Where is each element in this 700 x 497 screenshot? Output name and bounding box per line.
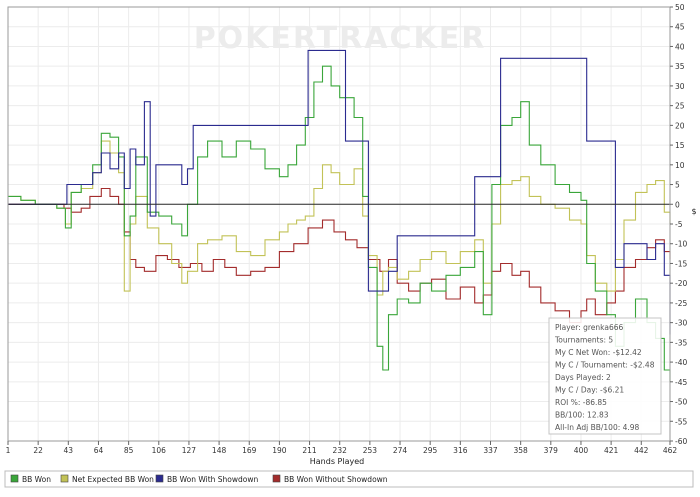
x-tick-label-85: 85 [124, 446, 134, 455]
info-days-played: Days Played: 2 [555, 373, 611, 382]
y-tick-label--30: -30 [675, 319, 687, 328]
y-tick-label--35: -35 [675, 338, 687, 347]
y-tick-label--15: -15 [675, 259, 687, 268]
y-tick-label--45: -45 [675, 378, 687, 387]
y-tick-label-45: 45 [675, 23, 685, 32]
stats-info-box: Player: grenka666 Tournaments: 5 My C Ne… [548, 317, 662, 435]
series-line-bb-won [8, 65, 671, 382]
x-tick-label-358: 358 [513, 446, 528, 455]
x-tick-label-127: 127 [182, 446, 197, 455]
x-tick-label-421: 421 [604, 446, 619, 455]
x-tick-label-148: 148 [212, 446, 227, 455]
y-axis: 50454035302520151050-5-10-15-20-25-30-35… [670, 3, 687, 446]
legend: BB Won Net Expected BB Won BB Won With S… [4, 470, 694, 488]
x-tick-label-379: 379 [544, 446, 559, 455]
legend-frame [4, 470, 694, 488]
legend-label-bb-won: BB Won [22, 475, 51, 484]
info-allin-bb-100: All-In Adj BB/100: 4.98 [555, 423, 640, 432]
x-tick-label-295: 295 [423, 446, 438, 455]
x-tick-label-316: 316 [453, 446, 468, 455]
y-tick-label--40: -40 [675, 358, 687, 367]
y-tick-label-50: 50 [675, 3, 685, 12]
y-tick-label--5: -5 [675, 220, 683, 229]
info-bb-100: BB/100: 12.83 [555, 411, 609, 420]
x-tick-label-43: 43 [64, 446, 74, 455]
x-tick-label-169: 169 [242, 446, 257, 455]
legend-item-bb-won: BB Won [10, 474, 51, 484]
x-tick-label-190: 190 [272, 446, 287, 455]
y-tick-label-25: 25 [675, 102, 685, 111]
legend-label-won-without-showdown: BB Won Without Showdown [284, 475, 388, 484]
legend-swatch-won-with-showdown [155, 474, 164, 483]
y-axis-label: $ [691, 207, 696, 216]
y-tick-label--10: -10 [675, 240, 687, 249]
y-tick-label--20: -20 [675, 279, 687, 288]
info-tournaments: Tournaments: 5 [554, 336, 613, 345]
legend-label-net-expected: Net Expected BB Won [72, 475, 154, 484]
y-tick-label--55: -55 [675, 417, 687, 426]
y-tick-label-40: 40 [675, 42, 685, 51]
legend-swatch-won-without-showdown [272, 474, 281, 483]
x-tick-label-462: 462 [663, 446, 678, 455]
x-tick-label-442: 442 [634, 446, 649, 455]
series-line-bb-won-with-showdown [8, 49, 671, 335]
x-tick-label-211: 211 [302, 446, 317, 455]
x-tick-label-106: 106 [152, 446, 167, 455]
y-tick-label-10: 10 [675, 161, 685, 170]
legend-label-won-with-showdown: BB Won With Showdown [167, 475, 259, 484]
y-tick-label--25: -25 [675, 299, 687, 308]
x-tick-label-400: 400 [574, 446, 589, 455]
x-axis: 1 22 43 64 85 106 127 148 169 190 211 232 253 274 295 3… [6, 441, 678, 455]
legend-item-won-without-showdown: BB Won Without Showdown [272, 474, 388, 484]
x-tick-label-253: 253 [363, 446, 378, 455]
info-roi: ROI %: -86.85 [555, 398, 607, 407]
y-tick-label-5: 5 [675, 181, 680, 190]
info-box-frame [548, 317, 662, 435]
x-tick-label-232: 232 [333, 446, 348, 455]
info-player: Player: grenka666 [555, 323, 624, 332]
legend-item-won-with-showdown: BB Won With Showdown [155, 474, 259, 484]
x-tick-label-337: 337 [483, 446, 498, 455]
x-tick-label-1: 1 [6, 446, 11, 455]
legend-swatch-bb-won [10, 474, 19, 483]
x-axis-label: Hands Played [310, 457, 364, 466]
series-layer [8, 49, 671, 382]
y-tick-label--60: -60 [675, 437, 687, 446]
y-tick-label-35: 35 [675, 62, 685, 71]
y-tick-label-0: 0 [675, 200, 680, 209]
x-tick-label-64: 64 [94, 446, 104, 455]
y-tick-label-20: 20 [675, 121, 685, 130]
y-tick-label-30: 30 [675, 82, 685, 91]
x-tick-label-22: 22 [33, 446, 43, 455]
y-tick-label-15: 15 [675, 141, 685, 150]
y-tick-label--50: -50 [675, 398, 687, 407]
x-tick-label-274: 274 [393, 446, 408, 455]
info-per-day: My C / Day: -$6.21 [555, 386, 624, 395]
legend-swatch-net-expected [60, 474, 69, 483]
info-per-tournament: My C / Tournament: -$2.48 [555, 361, 655, 370]
info-net-won: My C Net Won: -$12.42 [555, 348, 642, 357]
series-line-net-expected-bb-won [8, 140, 671, 296]
legend-item-net-expected: Net Expected BB Won [60, 474, 154, 484]
